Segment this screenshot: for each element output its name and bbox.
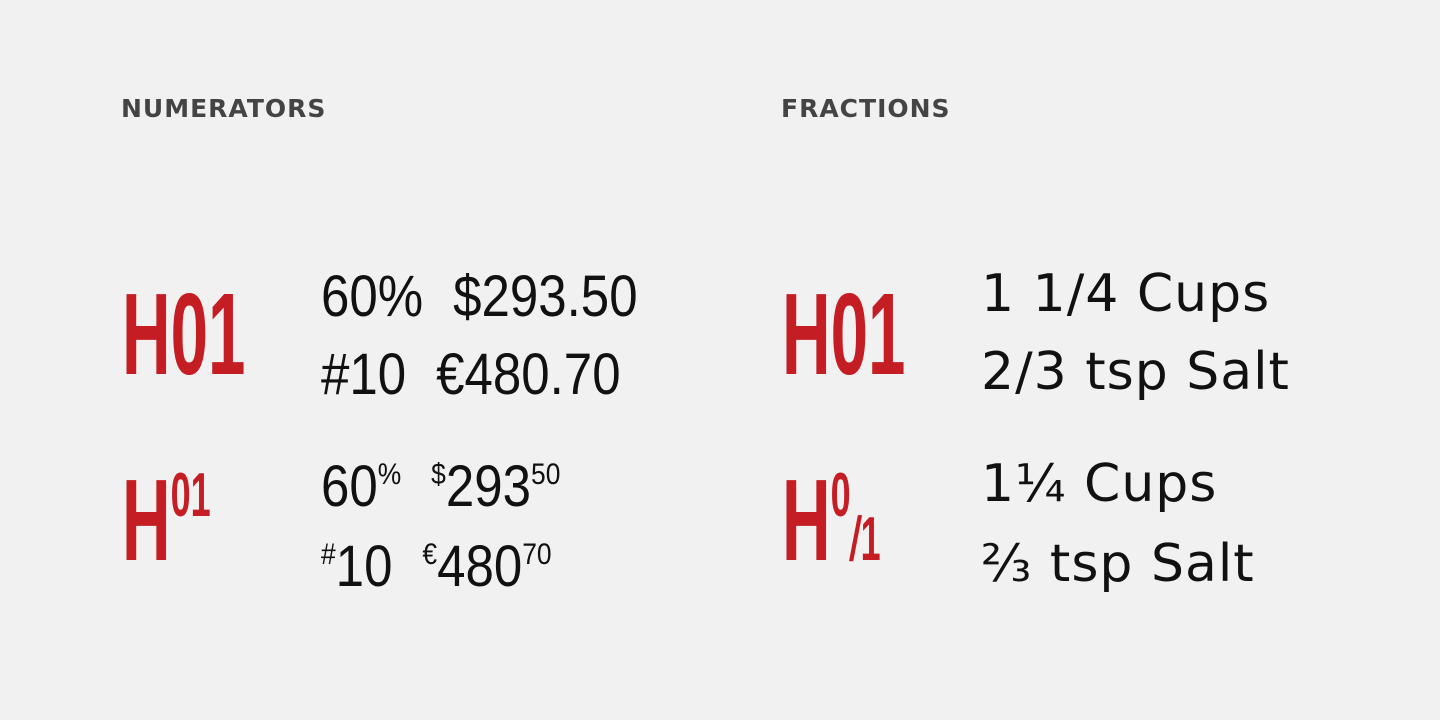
frac-num: 0: [830, 461, 851, 530]
value: #10: [321, 342, 407, 407]
value: 10: [335, 534, 393, 599]
sup: %: [377, 458, 402, 491]
pre: #: [321, 538, 336, 571]
sample-base: H: [782, 455, 831, 585]
sup: 50: [531, 458, 561, 491]
frac-den: 1: [860, 505, 881, 574]
value: $293.50: [453, 264, 638, 329]
fractions-frac-row: 1¼ Cups: [981, 454, 1218, 514]
value: 60%: [321, 264, 424, 329]
numerators-sup-row: #10 €48070: [321, 538, 552, 596]
numerators-sup-row: 60% $29350: [321, 458, 560, 516]
value: 60: [321, 454, 378, 519]
numerators-heading: NUMERATORS: [121, 94, 327, 123]
pre: €: [422, 538, 438, 571]
fractions-row: 2/3 tsp Salt: [981, 342, 1290, 402]
value: €480.70: [436, 342, 621, 407]
fractions-sample-regular: H01: [782, 269, 906, 399]
sample-base: H: [122, 455, 171, 585]
fractions-frac-row: ⅔ tsp Salt: [981, 534, 1255, 594]
numerators-sample-sup: H01: [122, 462, 211, 578]
value: 293: [445, 454, 532, 519]
sample-sup: 01: [170, 461, 211, 530]
value: 480: [437, 534, 523, 599]
sup: 70: [522, 538, 552, 571]
numerators-row: 60% $293.50: [321, 268, 638, 326]
numerators-row: #10 €480.70: [321, 346, 621, 404]
fractions-row: 1 1/4 Cups: [981, 264, 1271, 324]
fractions-heading: FRACTIONS: [781, 94, 951, 123]
numerators-sample-regular: H01: [122, 269, 246, 399]
pre: $: [431, 458, 446, 491]
fractions-sample-frac: H0/1: [782, 462, 881, 578]
